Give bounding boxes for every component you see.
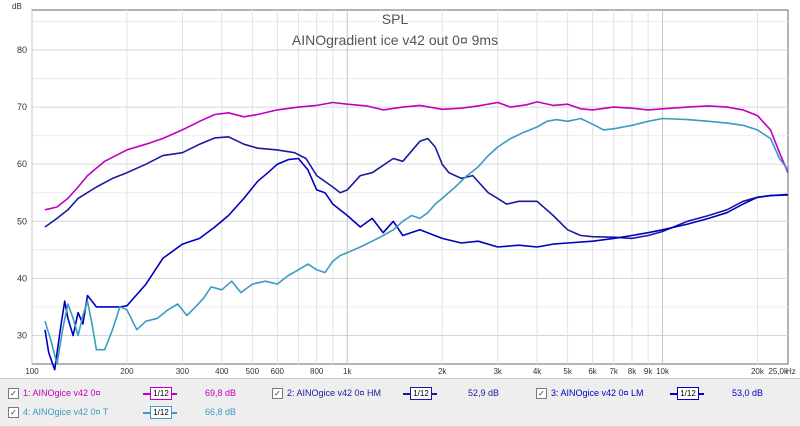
x-tick-label: 10k <box>656 367 670 376</box>
x-tick-label: 500 <box>246 367 260 376</box>
legend-smoothing-swatch-4[interactable]: 1/12 <box>143 406 177 419</box>
legend-value-2: 52,9 dB <box>468 388 500 398</box>
x-tick-label: 100 <box>25 367 39 376</box>
legend-value-1: 69,8 dB <box>205 388 237 398</box>
legend-item-1[interactable]: ✓ 1: AINOgice v42 0¤ <box>8 384 101 402</box>
legend-value-4: 66,8 dB <box>205 407 237 417</box>
legend-smoothing-box-4: 1/12 <box>150 406 172 419</box>
y-tick-label: 80 <box>17 45 27 55</box>
legend-label-4: 4: AINOgice v42 0¤ T <box>23 407 109 417</box>
y-tick-label: 30 <box>17 330 27 340</box>
x-tick-label: 5k <box>563 367 572 376</box>
series-line-4 <box>44 117 789 365</box>
legend-smoothing-swatch-2[interactable]: 1/12 <box>403 387 437 400</box>
legend-checkbox-3[interactable]: ✓ <box>536 387 547 399</box>
x-tick-label: 200 <box>120 367 134 376</box>
spl-plot-svg: 30 40 50 60 70 80 100 200 300 400 500 600 800 1k 2k 3k 4… <box>12 2 796 376</box>
legend-checkbox-4[interactable]: ✓ <box>8 406 19 418</box>
series-lines <box>44 101 789 371</box>
x-tick-label: 3k <box>493 367 502 376</box>
legend-item-3[interactable]: ✓ 3: AINOgice v42 0¤ LM <box>536 384 644 402</box>
x-axis-unit-label: Hz <box>786 367 796 376</box>
legend-smoothing-box-1: 1/12 <box>150 387 172 400</box>
x-tick-label: 25,0k <box>768 367 789 376</box>
chart-subtitle: AINOgradient ice v42 out 0¤ 9ms <box>292 32 498 48</box>
legend-item-2[interactable]: ✓ 2: AINOgice v42 0¤ HM <box>272 384 381 402</box>
series-line-2 <box>44 136 789 240</box>
legend-smoothing-swatch-1[interactable]: 1/12 <box>143 387 177 400</box>
legend-checkbox-1[interactable]: ✓ <box>8 387 19 399</box>
x-tick-label: 800 <box>310 367 324 376</box>
axis-ticks: 30 40 50 60 70 80 100 200 300 400 500 600 800 1k 2k 3k 4… <box>17 45 789 376</box>
legend-label-1: 1: AINOgice v42 0¤ <box>23 388 101 398</box>
legend-smoothing-swatch-3[interactable]: 1/12 <box>670 387 704 400</box>
x-tick-label: 8k <box>628 367 637 376</box>
x-tick-label: 6k <box>588 367 597 376</box>
y-axis-unit-label: dB <box>12 2 22 11</box>
legend-smoothing-box-3: 1/12 <box>677 387 699 400</box>
legend-smoothing-box-2: 1/12 <box>410 387 432 400</box>
legend-panel: ✓ 1: AINOgice v42 0¤ 1/12 69,8 dB ✓ 2: A… <box>0 378 800 426</box>
chart-title: SPL <box>382 11 409 27</box>
x-tick-label: 9k <box>644 367 653 376</box>
y-tick-label: 50 <box>17 216 27 226</box>
x-tick-label: 1k <box>343 367 352 376</box>
x-tick-label: 4k <box>533 367 542 376</box>
x-tick-label: 300 <box>176 367 190 376</box>
y-tick-label: 70 <box>17 102 27 112</box>
spl-chart: 30 40 50 60 70 80 100 200 300 400 500 600 800 1k 2k 3k 4… <box>12 2 796 376</box>
x-tick-label: 400 <box>215 367 229 376</box>
y-tick-label: 60 <box>17 159 27 169</box>
legend-label-2: 2: AINOgice v42 0¤ HM <box>287 388 382 398</box>
y-tick-label: 40 <box>17 273 27 283</box>
series-line-1 <box>44 101 789 211</box>
legend-value-3: 53,0 dB <box>732 388 764 398</box>
x-tick-label: 2k <box>438 367 447 376</box>
x-tick-label: 20k <box>751 367 765 376</box>
x-tick-label: 600 <box>271 367 285 376</box>
plot-frame <box>31 9 789 365</box>
legend-label-3: 3: AINOgice v42 0¤ LM <box>551 388 644 398</box>
x-tick-label: 7k <box>609 367 618 376</box>
series-line-3 <box>44 157 789 371</box>
legend-checkbox-2[interactable]: ✓ <box>272 387 283 399</box>
legend-item-4[interactable]: ✓ 4: AINOgice v42 0¤ T <box>8 403 108 421</box>
